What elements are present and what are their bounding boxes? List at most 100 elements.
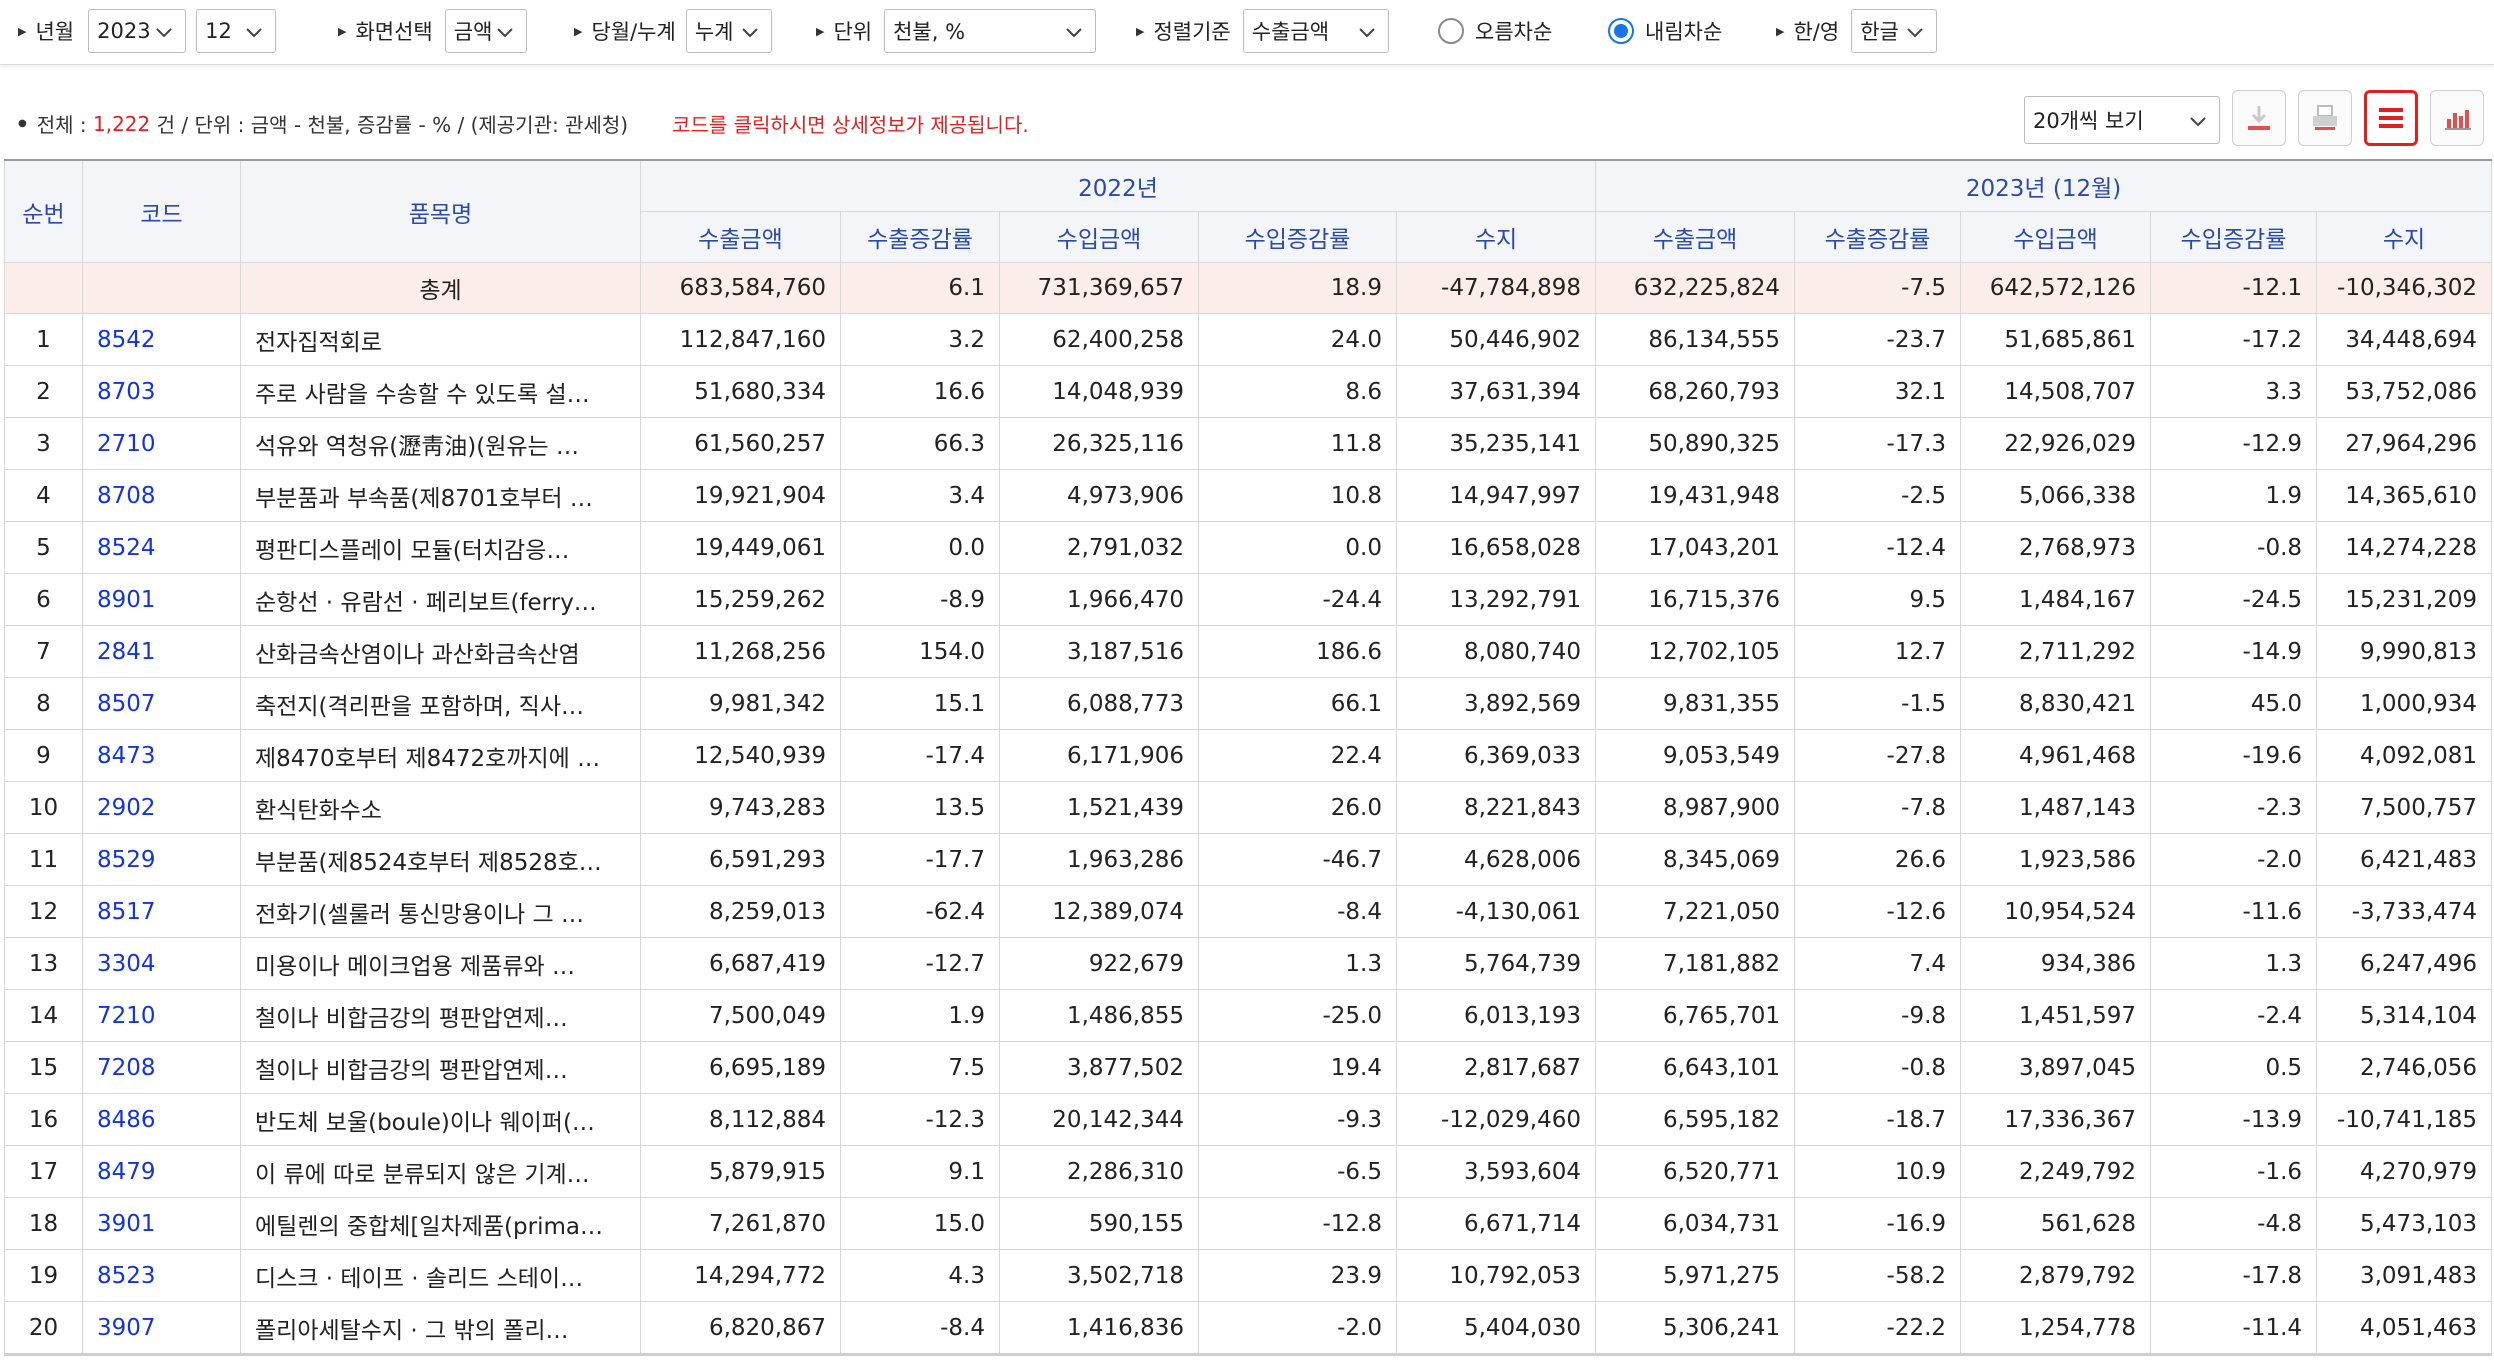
- header-balance-2023: 수지: [2316, 211, 2493, 263]
- rank-cell: 15: [4, 1041, 83, 1094]
- value-cell: 9,743,283: [640, 781, 841, 834]
- rank-cell: 8: [4, 677, 83, 730]
- bullet-triangle-icon: ▶: [816, 24, 825, 38]
- download-button[interactable]: [2232, 90, 2286, 146]
- value-cell: 1.3: [1198, 937, 1397, 990]
- value-cell: -8.4: [840, 1301, 1000, 1355]
- value-cell: 590,155: [999, 1197, 1199, 1250]
- unit-select[interactable]: 천불, %: [884, 9, 1097, 53]
- value-cell: 6,595,182: [1595, 1093, 1796, 1146]
- value-cell: -12,029,460: [1395, 1093, 1597, 1146]
- code-link[interactable]: 8708: [97, 482, 156, 509]
- code-link[interactable]: 2841: [97, 638, 156, 665]
- value-cell: 6,820,867: [640, 1301, 841, 1355]
- radio-checked-icon[interactable]: [1608, 18, 1634, 44]
- code-link[interactable]: 8529: [97, 846, 156, 873]
- unit-description: 건 / 단위 : 금액 - 천불, 증감률 - % / (제공기관: 관세청): [156, 113, 629, 137]
- code-link[interactable]: 8507: [97, 690, 156, 717]
- code-link[interactable]: 8524: [97, 534, 156, 561]
- code-link[interactable]: 8523: [97, 1262, 156, 1289]
- code-link[interactable]: 3907: [97, 1314, 156, 1341]
- chart-view-button[interactable]: [2430, 90, 2484, 146]
- item-name-cell: 에틸렌의 중합체[일차제품(prima…: [240, 1197, 641, 1250]
- value-cell: 3.2: [840, 313, 1000, 366]
- header-group-2022: 2022년: [639, 159, 1597, 212]
- value-cell: 26.6: [1794, 833, 1962, 886]
- value-cell: 6,247,496: [2316, 937, 2493, 990]
- list-view-button[interactable]: [2364, 90, 2418, 146]
- header-import-amount-2022: 수입금액: [999, 211, 1199, 263]
- value-cell: -62.4: [840, 885, 1000, 938]
- header-export-amount-2023: 수출금액: [1595, 211, 1796, 263]
- code-link[interactable]: 2710: [97, 430, 156, 457]
- value-cell: -14.9: [2150, 625, 2318, 678]
- value-cell: 1,000,934: [2316, 677, 2493, 730]
- chevron-down-icon: [246, 28, 262, 38]
- code-link[interactable]: 8901: [97, 586, 156, 613]
- result-summary: ● 전체 : 1,222 건 / 단위 : 금액 - 천불, 증감률 - % /…: [18, 109, 1029, 138]
- code-link[interactable]: 3304: [97, 950, 156, 977]
- chevron-down-icon: [497, 28, 513, 38]
- value-cell: 61,560,257: [640, 417, 841, 470]
- value-cell: 13,292,791: [1395, 573, 1597, 626]
- rank-cell: 20: [4, 1301, 83, 1355]
- header-group-2023: 2023년 (12월): [1595, 159, 2493, 212]
- month-select[interactable]: 12: [196, 9, 277, 53]
- value-cell: 5,314,104: [2316, 989, 2493, 1042]
- sort-select[interactable]: 수출금액: [1242, 9, 1389, 53]
- screen-select[interactable]: 금액: [444, 9, 527, 53]
- value-cell: 22.4: [1198, 729, 1397, 782]
- value-cell: 1,521,439: [999, 781, 1199, 834]
- item-name-cell: 철이나 비합금강의 평판압연제…: [240, 989, 641, 1042]
- code-link[interactable]: 7210: [97, 1002, 156, 1029]
- value-cell: 3.4: [840, 469, 1000, 522]
- table-row: 13 3304 미용이나 메이크업용 제품류와 … 6,687,419 -12.7 922…: [4, 937, 2493, 990]
- value-cell: 3,502,718: [999, 1249, 1199, 1302]
- code-link[interactable]: 8479: [97, 1158, 156, 1185]
- code-cell: 8542: [82, 313, 241, 366]
- value-cell: 17,043,201: [1595, 521, 1796, 574]
- code-link[interactable]: 7208: [97, 1054, 156, 1081]
- period-select[interactable]: 누계: [685, 9, 772, 53]
- code-cell: 8523: [82, 1249, 241, 1302]
- sort-label: 정렬기준: [1153, 20, 1231, 44]
- value-cell: -1.6: [2150, 1145, 2318, 1198]
- value-cell: -17.2: [2150, 313, 2318, 366]
- per-page-select[interactable]: 20개씩 보기: [2024, 96, 2220, 144]
- value-cell: 0.0: [1198, 521, 1397, 574]
- print-button[interactable]: [2298, 90, 2352, 146]
- value-cell: 16,715,376: [1595, 573, 1796, 626]
- total-count: 1,222: [93, 111, 151, 136]
- code-link[interactable]: 3901: [97, 1210, 156, 1237]
- value-cell: -0.8: [2150, 521, 2318, 574]
- value-cell: 8,259,013: [640, 885, 841, 938]
- value-cell: -6.5: [1198, 1145, 1397, 1198]
- value-cell: -9.3: [1198, 1093, 1397, 1146]
- code-link[interactable]: 8703: [97, 378, 156, 405]
- value-cell: 6,671,714: [1395, 1197, 1597, 1250]
- code-link[interactable]: 8486: [97, 1106, 156, 1133]
- value-cell: -4.8: [2150, 1197, 2318, 1250]
- trade-table: 순번 코드 품목명 2022년 2023년 (12월) 수출금액 수출증감률 수…: [4, 159, 2493, 1356]
- code-link[interactable]: 8473: [97, 742, 156, 769]
- radio-unchecked-icon[interactable]: [1438, 18, 1464, 44]
- value-cell: 6,687,419: [640, 937, 841, 990]
- rank-cell: 4: [4, 469, 83, 522]
- code-link[interactable]: 8517: [97, 898, 156, 925]
- value-cell: 1,451,597: [1960, 989, 2152, 1042]
- order-desc-radio[interactable]: 내림차순: [1608, 8, 1722, 54]
- year-select[interactable]: 2023: [88, 9, 187, 53]
- value-cell: 0.5: [2150, 1041, 2318, 1094]
- value-cell: -2.0: [1198, 1301, 1397, 1355]
- total-rank-cell: [4, 262, 83, 314]
- value-cell: 0.0: [840, 521, 1000, 574]
- value-cell: -46.7: [1198, 833, 1397, 886]
- code-link[interactable]: 8542: [97, 326, 156, 353]
- order-asc-label: 오름차순: [1475, 20, 1553, 44]
- header-export-growth-2023: 수출증감률: [1794, 211, 1962, 263]
- value-cell: 3.3: [2150, 365, 2318, 418]
- code-link[interactable]: 2902: [97, 794, 156, 821]
- language-select[interactable]: 한글: [1851, 9, 1938, 53]
- order-asc-radio[interactable]: 오름차순: [1438, 8, 1552, 54]
- order-desc-label: 내림차순: [1645, 20, 1723, 44]
